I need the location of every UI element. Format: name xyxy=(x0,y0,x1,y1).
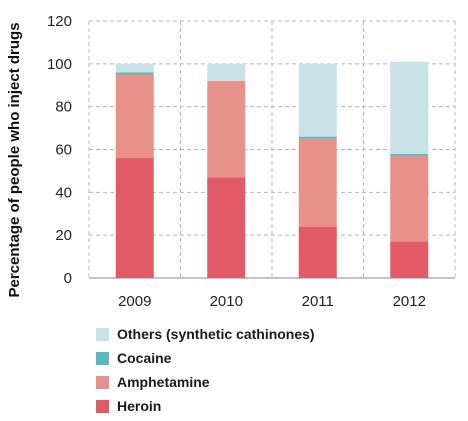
x-tick-label: 2009 xyxy=(118,293,151,310)
legend-swatch-heroin xyxy=(96,399,109,413)
legend-item-others: Others (synthetic cathinones) xyxy=(96,322,315,346)
legend-label-cocaine: Cocaine xyxy=(117,350,172,366)
bar-cocaine-2012 xyxy=(390,153,429,156)
legend-label-others: Others (synthetic cathinones) xyxy=(117,326,315,342)
y-tick-label: 80 xyxy=(55,99,72,116)
bar-amphetamine-2011 xyxy=(298,138,337,227)
bar-cocaine-2011 xyxy=(298,136,337,139)
x-tick-label: 2011 xyxy=(302,293,334,310)
bar-heroin-2009 xyxy=(115,158,154,278)
legend-item-amphetamine: Amphetamine xyxy=(96,370,315,394)
x-tick-labels: 2009 2010 2011 2012 xyxy=(118,293,426,310)
legend-swatch-others xyxy=(96,327,109,341)
legend-item-cocaine: Cocaine xyxy=(96,346,315,370)
bar-heroin-2011 xyxy=(298,226,337,278)
legend-swatch-amphetamine xyxy=(96,375,109,389)
bar-cocaine-2009 xyxy=(115,72,154,75)
bar-others-2009 xyxy=(115,63,154,73)
y-tick-label: 0 xyxy=(64,270,72,287)
bar-others-2010 xyxy=(207,63,246,81)
y-axis-label: Percentage of people who inject drugs xyxy=(6,22,23,297)
legend-label-heroin: Heroin xyxy=(117,398,162,414)
y-tick-label: 20 xyxy=(55,227,72,244)
bar-amphetamine-2012 xyxy=(390,155,429,242)
legend-item-heroin: Heroin xyxy=(96,394,315,418)
bar-others-2011 xyxy=(298,63,337,137)
y-tick-label: 120 xyxy=(47,13,72,30)
y-tick-label: 40 xyxy=(55,184,72,201)
bar-others-2012 xyxy=(390,61,429,154)
y-tick-labels: 0 20 40 60 80 100 120 xyxy=(47,13,72,287)
legend: Others (synthetic cathinones) Cocaine Am… xyxy=(96,322,315,418)
y-tick-label: 100 xyxy=(47,56,72,73)
bar-amphetamine-2010 xyxy=(207,80,246,178)
bar-heroin-2012 xyxy=(390,241,429,278)
y-tick-label: 60 xyxy=(55,142,72,159)
bar-amphetamine-2009 xyxy=(115,74,154,159)
legend-label-amphetamine: Amphetamine xyxy=(117,374,210,390)
bar-heroin-2010 xyxy=(207,177,246,278)
bars xyxy=(115,61,429,278)
x-tick-label: 2012 xyxy=(393,293,426,310)
legend-swatch-cocaine xyxy=(96,351,109,365)
x-tick-label: 2010 xyxy=(210,293,243,310)
